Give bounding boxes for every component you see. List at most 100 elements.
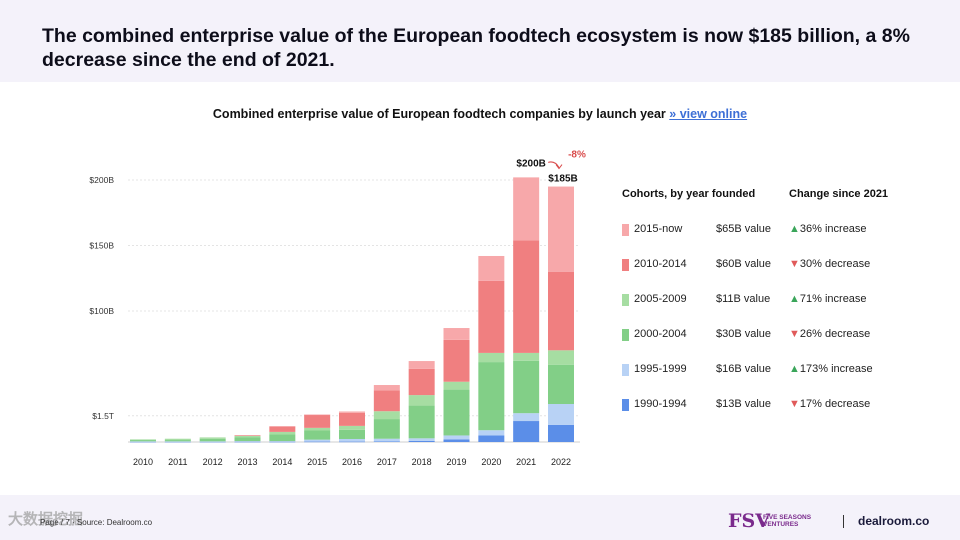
bar-segment [513,421,540,442]
legend-row: 2005-2009 $11B value ▲71% increase [622,292,922,308]
x-tick-label: 2016 [342,457,362,467]
x-tick-label: 2018 [412,457,432,467]
current-value-label: $185B [548,174,577,185]
watermark: 大数据挖掘 [8,511,84,528]
bar-segment [164,440,191,442]
legend-cohort-label: 2010-2014 [634,258,687,270]
bar-segment [443,328,470,340]
bar-segment [199,441,226,442]
bar-segment [478,352,505,363]
legend-value: $60B value [716,258,772,270]
bar-segment [373,419,400,439]
x-tick-label: 2012 [203,457,223,467]
x-tick-label: 2010 [133,457,153,467]
header-band [0,0,960,82]
dealroom-logo: dealroom.co [858,514,930,528]
y-tick-label: $1.5T [92,411,114,421]
bar-segment [164,441,191,442]
footer-band [0,495,960,540]
bar-segment [408,405,435,439]
bar-segment [339,412,365,426]
bar-segment [304,430,331,440]
bar-segment [513,240,540,353]
bar-segment [234,435,261,438]
bar-segment [548,271,574,351]
bar-segment [478,280,505,353]
bar-segment [548,350,574,365]
legend-swatch [622,364,629,376]
bar-segment [408,438,435,441]
bar-segment [304,441,331,443]
fsv-sub: VENTURES [763,521,799,528]
legend-change-header: Change since 2021 [789,188,889,200]
bar-segment [339,425,365,430]
footer-divider [843,515,844,528]
bar-segment [478,255,505,281]
bar-segment [443,389,470,436]
legend-change: ▲173% increase [789,363,873,375]
legend-value: $13B value [716,398,772,410]
legend-swatch [622,259,629,271]
legend-cohort-label: 1990-1994 [634,398,687,410]
legend-row: 1995-1999 $16B value ▲173% increase [622,362,922,378]
legend-swatch [622,399,629,411]
bar-segment [339,429,365,439]
legend-change-text: 173% increase [799,363,873,375]
x-tick-label: 2022 [551,457,571,467]
change-percent-label: -8% [568,149,586,160]
bar-segment [234,437,261,442]
bar-segment [269,431,296,435]
bar-segment [513,177,540,241]
page-source-label: Page / 7 · Source: Dealroom.co [40,518,153,527]
y-tick-label: $150B [89,241,114,251]
y-tick-label: $200B [89,175,114,185]
chart-title: Combined enterprise value of European fo… [212,107,666,121]
bar-segment [130,439,156,441]
legend-value: $11B value [716,293,771,305]
peak-value-label: $200B [516,158,545,169]
triangle-up-icon: ▲ [789,363,800,375]
bar-segment [443,435,470,440]
legend-value: $16B value [716,363,772,375]
bar-segment [373,385,400,391]
bar-segment [339,438,365,442]
change-arrow-icon [548,161,560,168]
bar-segment [234,441,261,442]
bar-segment [269,441,296,443]
page-headline: The combined enterprise value of the Eur… [42,25,910,71]
x-tick-label: 2013 [237,457,257,467]
bar-segment [548,364,574,405]
bar-segment [548,404,574,425]
legend-change: ▼17% decrease [789,398,870,410]
fsv-name: FIVE SEASONS [763,514,812,521]
legend-cohort-label: 1995-1999 [634,363,687,375]
arrow-head-icon [555,164,563,170]
chart-subtitle: Combined enterprise value of European fo… [0,107,960,121]
legend-change-text: 30% decrease [799,258,871,270]
x-tick-label: 2014 [272,457,292,467]
bar-segment [269,426,296,427]
view-online-link[interactable]: » view online [669,107,748,121]
bar-segment [408,395,435,406]
legend-change-text: 36% increase [799,223,867,235]
bar-segment [199,437,226,439]
bar-segment [199,441,226,443]
triangle-down-icon: ▼ [789,258,800,270]
legend-swatch [622,329,629,341]
legend-change-text: 17% decrease [799,398,871,410]
x-tick-label: 2020 [481,457,501,467]
bar-segment [373,390,400,412]
x-tick-label: 2019 [446,457,466,467]
x-tick-label: 2015 [307,457,327,467]
legend-change-text: 71% increase [799,293,867,305]
bar-segment [269,441,296,442]
legend-cohort-header: Cohorts, by year founded [622,188,756,200]
bar-segment [304,414,331,416]
legend-change: ▲36% increase [789,223,867,235]
bar-segment [478,362,505,431]
bar-segment [548,424,574,442]
bar-segment [130,440,156,442]
bar-segment [408,361,435,369]
legend-row: 2000-2004 $30B value ▼26% decrease [622,327,922,343]
legend-cohort-label: 2015-now [634,223,683,235]
